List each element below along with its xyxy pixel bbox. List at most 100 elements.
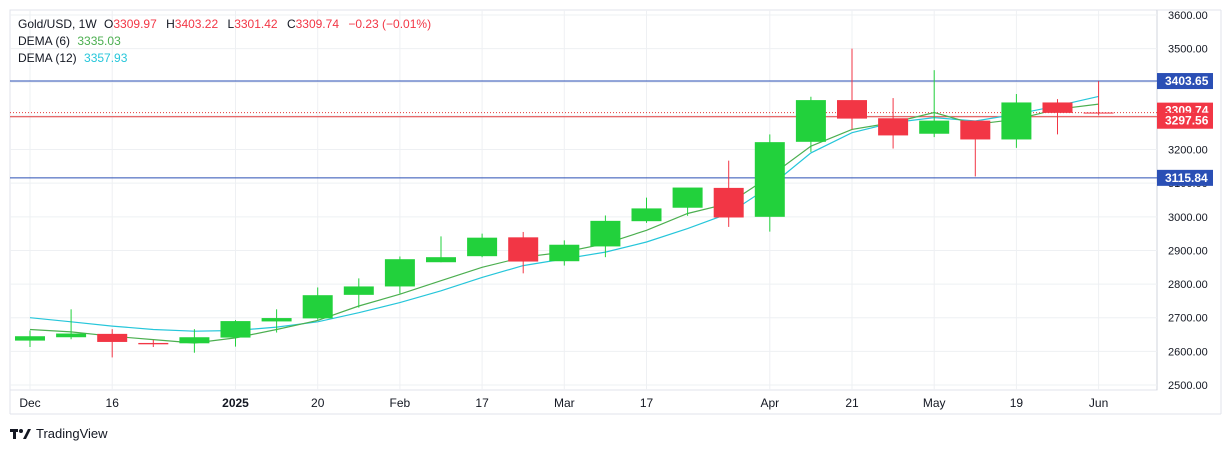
candle-body: [426, 257, 456, 263]
price-label-text: 3403.65: [1165, 74, 1209, 88]
candle: [302, 287, 333, 320]
legend-open-label: O: [104, 17, 114, 31]
candles: [15, 48, 1114, 358]
candle-body: [15, 336, 45, 341]
candle: [960, 120, 991, 177]
tradingview-brand-text: TradingView: [36, 426, 108, 441]
legend-dema6-label: DEMA (6): [18, 34, 71, 48]
legend-dema12-value: 3357.93: [84, 51, 128, 65]
x-tick-label: May: [923, 396, 946, 410]
candle-body: [302, 295, 333, 319]
legend-dema6[interactable]: DEMA (6) 3335.03: [18, 33, 431, 50]
legend-close-label: C: [286, 17, 296, 31]
candle-body: [672, 187, 703, 208]
candle: [837, 48, 867, 130]
candle-body: [1083, 112, 1114, 114]
candle-body: [220, 321, 251, 338]
candle: [878, 98, 909, 149]
legend-high-value: 3403.22: [174, 17, 219, 31]
legend-dema6-value: 3335.03: [77, 34, 121, 48]
price-label-bg: [1157, 169, 1213, 186]
x-tick-label: 2025: [222, 396, 249, 410]
candle: [179, 329, 210, 353]
candle-body: [631, 208, 662, 222]
candle: [97, 329, 128, 358]
candle: [220, 320, 251, 347]
y-tick-label: 3500.00: [1168, 44, 1208, 56]
x-tick-label: Dec: [19, 396, 40, 410]
candle: [508, 231, 539, 274]
legend-open-value: 3309.97: [113, 17, 157, 31]
candle: [919, 70, 950, 138]
x-tick-label: Feb: [390, 396, 411, 410]
candle: [1001, 94, 1032, 148]
candle: [795, 96, 826, 152]
candle-body: [97, 333, 128, 342]
chart-legend: Gold/USD, 1W O3309.97 H3403.22 L3301.42 …: [18, 16, 431, 67]
candle-body: [795, 100, 826, 142]
price-label: 3297.56: [1157, 112, 1213, 129]
candle: [590, 215, 621, 258]
candle: [138, 339, 169, 347]
y-tick-label: 3000.00: [1168, 212, 1208, 224]
candle-body: [549, 244, 580, 262]
candle-body: [590, 220, 621, 247]
y-tick-label: 2900.00: [1168, 245, 1208, 257]
legend-symbol: Gold/USD, 1W: [18, 17, 97, 31]
time-axis: Dec 16 2025 20 Feb 17 Mar 17 Apr 21 May 19 Jun: [19, 396, 1108, 410]
x-tick-label: 17: [640, 396, 654, 410]
candle: [672, 187, 703, 216]
candle: [467, 233, 498, 258]
candle: [15, 330, 45, 347]
candle: [1083, 81, 1114, 116]
x-tick-label: Jun: [1089, 396, 1108, 410]
candle: [384, 256, 415, 294]
candle: [631, 197, 662, 223]
legend-ohlc: Gold/USD, 1W O3309.97 H3403.22 L3301.42 …: [18, 16, 431, 33]
chart-grid: [9, 9, 1222, 415]
candle-body: [179, 337, 210, 344]
candle-body: [754, 142, 785, 217]
tradingview-logo-icon: [10, 428, 31, 439]
plot-frame: [9, 9, 1158, 391]
legend-change: −0.23 (−0.01%): [348, 17, 432, 31]
candle-body: [919, 120, 950, 134]
legend-close-value: 3309.74: [295, 17, 339, 31]
tradingview-branding[interactable]: TradingView: [10, 426, 108, 441]
candle-body: [878, 118, 909, 136]
candle-body: [1042, 102, 1073, 113]
candle-body: [837, 100, 867, 119]
candle-body: [1001, 102, 1032, 140]
candle-body: [960, 120, 991, 140]
candle: [426, 236, 456, 263]
candle-body: [713, 187, 744, 218]
y-tick-label: 2500.00: [1168, 380, 1208, 392]
x-tick-label: 16: [106, 396, 120, 410]
legend-low-value: 3301.42: [234, 17, 278, 31]
x-tick-label: Apr: [760, 396, 779, 410]
legend-dema12[interactable]: DEMA (12) 3357.93: [18, 50, 431, 67]
y-tick-label: 2600.00: [1168, 346, 1208, 358]
candle-body: [343, 286, 374, 295]
y-tick-label: 3200.00: [1168, 145, 1208, 157]
x-tick-label: 19: [1010, 396, 1024, 410]
x-tick-label: 17: [475, 396, 489, 410]
price-label-bg: [1157, 73, 1213, 90]
candle-body: [138, 342, 169, 345]
candle-body: [384, 259, 415, 287]
candle-body: [508, 237, 539, 262]
price-label: 3403.65: [1157, 73, 1213, 90]
candle: [261, 309, 292, 333]
candle-body: [467, 237, 498, 257]
price-axis: 2500.00 2600.00 2700.00 2800.00 2900.00 3000.…: [1168, 10, 1208, 392]
candle: [1042, 99, 1073, 135]
candle-body: [261, 318, 292, 322]
legend-high-label: H: [166, 17, 175, 31]
candle: [713, 160, 744, 227]
x-tick-label: 21: [845, 396, 859, 410]
price-label-text: 3115.84: [1165, 171, 1208, 185]
y-tick-label: 2800.00: [1168, 279, 1208, 291]
price-label-text: 3297.56: [1165, 114, 1209, 128]
